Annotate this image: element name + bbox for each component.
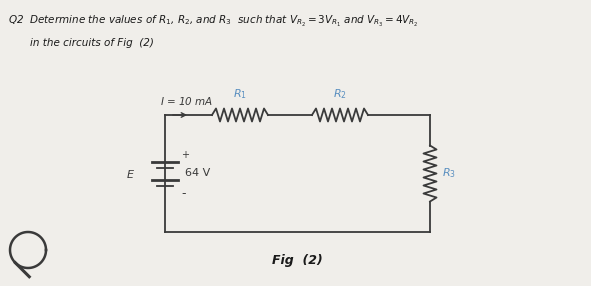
Text: $I$ = 10 mA: $I$ = 10 mA	[160, 95, 213, 107]
Text: Fig  (2): Fig (2)	[272, 254, 323, 267]
Text: in the circuits of Fig  (2): in the circuits of Fig (2)	[30, 38, 154, 48]
Text: -: -	[181, 188, 186, 200]
Text: $R_2$: $R_2$	[333, 87, 347, 101]
Text: Q2  Determine the values of $R_1$, $R_2$, and $R_3$  such that $V_{R_2} = 3V_{R_: Q2 Determine the values of $R_1$, $R_2$,…	[8, 14, 418, 29]
Text: $E$: $E$	[126, 168, 135, 180]
Text: 64 V: 64 V	[185, 168, 210, 178]
Text: $R_1$: $R_1$	[233, 87, 247, 101]
Text: +: +	[181, 150, 189, 160]
Text: $R_3$: $R_3$	[442, 167, 456, 180]
